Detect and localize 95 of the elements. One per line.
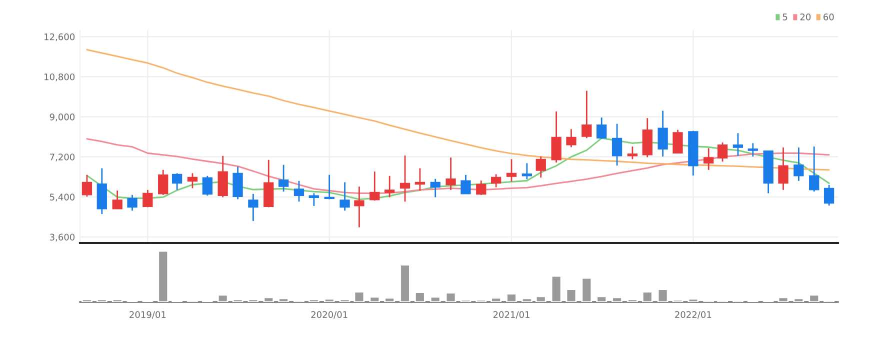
bar: [400, 264, 410, 302]
bar: [96, 298, 108, 302]
candlestick: [354, 186, 364, 228]
bar: [217, 294, 228, 302]
candlestick: [127, 194, 138, 212]
bar: [627, 298, 638, 302]
candlestick: [248, 193, 258, 222]
bar: [808, 294, 820, 302]
y-tick-label: 9,000: [50, 114, 75, 122]
bar: [522, 298, 532, 302]
legend-label: 5: [782, 14, 788, 20]
bar: [158, 250, 169, 302]
y-tick-label: 12,600: [44, 33, 75, 42]
candlestick: [294, 180, 304, 202]
bar: [324, 298, 335, 302]
bar: [793, 298, 804, 302]
candlestick: [522, 162, 532, 180]
bar: [581, 277, 592, 302]
candlestick: [536, 156, 546, 178]
candlestick: [551, 110, 562, 164]
candlestick: [187, 172, 198, 189]
candlestick: [82, 174, 92, 198]
candlestick: [370, 170, 380, 202]
bar: [384, 297, 395, 302]
candlestick: [446, 156, 456, 191]
candlestick: [566, 128, 576, 148]
bar: [550, 275, 562, 302]
candlestick: [824, 184, 834, 206]
candlestick: [232, 166, 243, 200]
y-tick-label: 10,800: [44, 73, 75, 82]
candlestick: [384, 175, 395, 198]
candlestick: [142, 189, 153, 208]
bar: [82, 298, 92, 302]
bar: [612, 296, 622, 302]
bar: [642, 291, 653, 302]
bar: [506, 293, 517, 302]
candlestick: [414, 168, 426, 192]
y-tick-label: 5,400: [50, 194, 75, 202]
candlestick: [308, 192, 319, 207]
x-tick-label: 2020/01: [311, 311, 348, 319]
x-tick-label: 2021/01: [493, 311, 530, 319]
bar: [688, 298, 699, 302]
candlestick: [672, 129, 683, 154]
candlestick: [717, 142, 728, 162]
bar: [354, 291, 365, 302]
candlestick: [809, 146, 820, 192]
bar: [308, 298, 320, 302]
candlestick: [172, 172, 182, 191]
bar: [778, 296, 789, 302]
bar: [672, 299, 684, 302]
bar: [566, 288, 577, 302]
candlestick: [732, 132, 744, 157]
legend-label: 60: [824, 14, 834, 20]
candlestick: [476, 180, 486, 196]
y-tick-label: 7,200: [50, 154, 75, 162]
bar: [460, 299, 472, 302]
bar: [430, 296, 441, 302]
candlestick: [324, 174, 334, 200]
candlestick: [278, 164, 289, 192]
x-tick-label: 2022/01: [675, 311, 712, 319]
bar: [232, 298, 244, 302]
candlestick: [460, 174, 471, 195]
candlestick: [794, 146, 804, 182]
candlestick: [627, 146, 638, 160]
candlestick: [596, 116, 607, 140]
y-tick-label: 3,600: [50, 234, 75, 242]
bar: [339, 298, 350, 302]
candlestick: [582, 90, 592, 139]
bar: [535, 296, 546, 302]
candlestick: [400, 154, 410, 202]
bar: [490, 297, 502, 302]
bar: [414, 292, 426, 302]
candlestick: [658, 110, 668, 158]
bar: [112, 298, 123, 302]
legend-label: 20: [800, 14, 811, 20]
bar: [476, 299, 487, 302]
bar: [657, 288, 668, 302]
candlestick: [430, 178, 440, 198]
candlestick: [112, 190, 122, 210]
bar: [248, 298, 259, 302]
bar: [278, 298, 289, 302]
candlestick: [778, 146, 788, 191]
candlestick: [506, 158, 517, 182]
candlestick: [202, 175, 212, 196]
bar: [445, 292, 456, 302]
x-tick-label: 2019/01: [130, 311, 166, 319]
candlestick: [748, 142, 758, 158]
bar: [596, 296, 608, 302]
candlestick: [704, 147, 714, 171]
bar: [369, 296, 380, 302]
candlestick: [340, 182, 350, 212]
candlestick: [158, 169, 168, 196]
candlestick: [491, 174, 502, 188]
candlestick: [612, 123, 622, 166]
bar: [263, 296, 274, 302]
